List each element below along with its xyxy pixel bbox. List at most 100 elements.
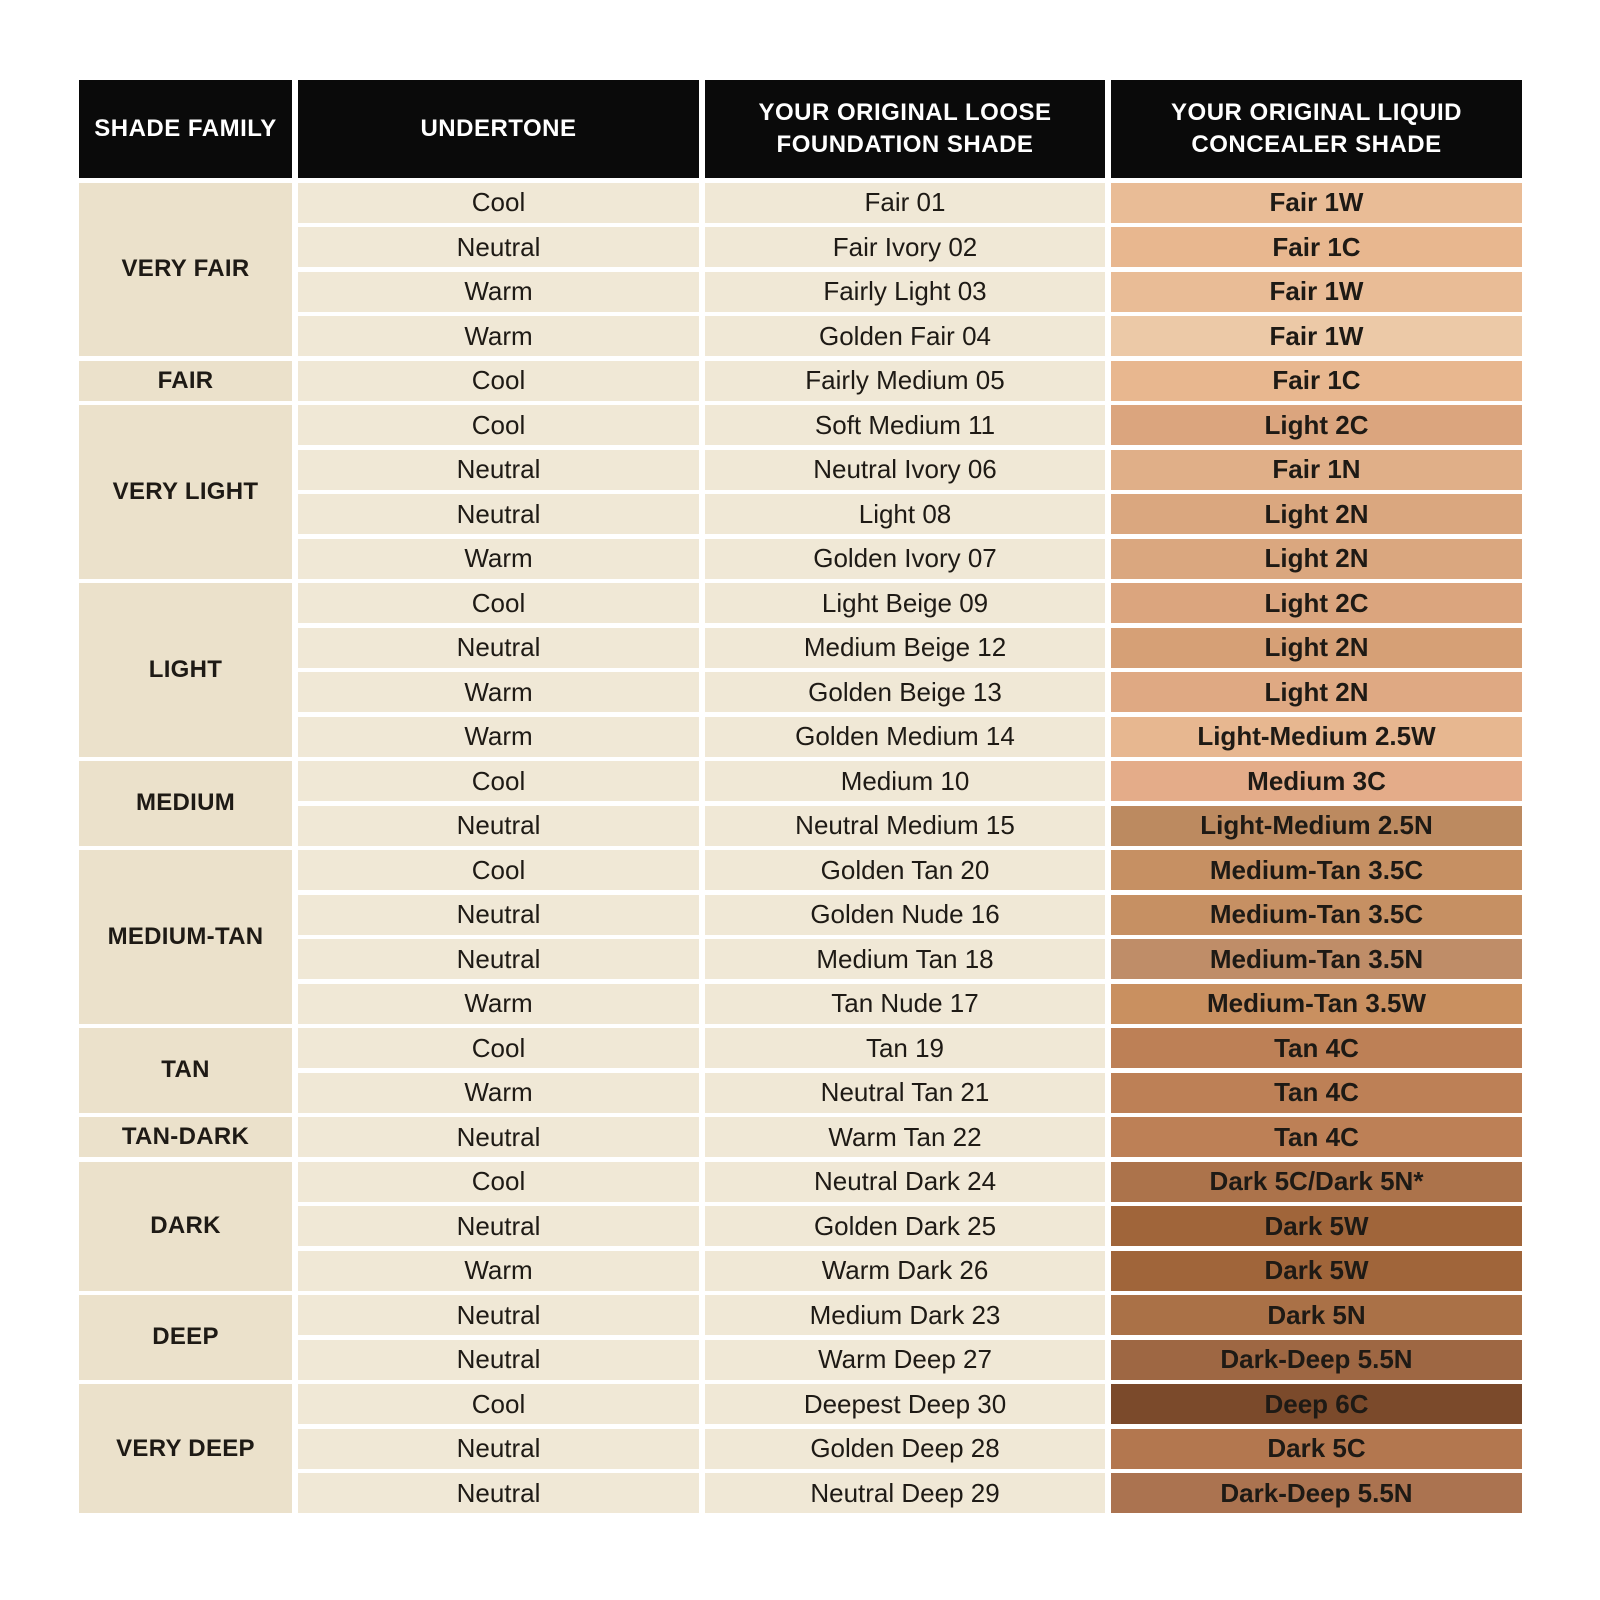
foundation-shade-cell: Golden Beige 13 bbox=[705, 672, 1105, 712]
undertone-cell: Cool bbox=[298, 1028, 699, 1068]
concealer-swatch-cell: Light 2N bbox=[1111, 538, 1522, 579]
undertone-cell: Neutral bbox=[298, 1428, 699, 1469]
header-loose-foundation: YOUR ORIGINAL LOOSE FOUNDATION SHADE bbox=[705, 80, 1105, 178]
foundation-shade-cell: Soft Medium 11 bbox=[705, 405, 1105, 445]
family-cell: MEDIUM-TAN bbox=[79, 850, 292, 1024]
concealer-swatch-cell: Light 2C bbox=[1111, 583, 1522, 623]
family-cell: VERY DEEP bbox=[79, 1384, 292, 1513]
foundation-shade-cell: Warm Tan 22 bbox=[705, 1117, 1105, 1157]
foundation-shade-cell: Warm Dark 26 bbox=[705, 1250, 1105, 1291]
undertone-cell: Cool bbox=[298, 1384, 699, 1424]
concealer-swatch-cell: Tan 4C bbox=[1111, 1072, 1522, 1113]
concealer-swatch-cell: Dark 5W bbox=[1111, 1250, 1522, 1291]
shade-chart-table: SHADE FAMILY UNDERTONE YOUR ORIGINAL LOO… bbox=[79, 80, 1522, 1513]
family-cell: MEDIUM bbox=[79, 761, 292, 846]
undertone-cell: Warm bbox=[298, 716, 699, 757]
foundation-shade-cell: Golden Tan 20 bbox=[705, 850, 1105, 890]
header-undertone: UNDERTONE bbox=[298, 80, 699, 178]
foundation-shade-cell: Medium 10 bbox=[705, 761, 1105, 801]
family-cell: DARK bbox=[79, 1161, 292, 1291]
concealer-swatch-cell: Fair 1C bbox=[1111, 360, 1522, 401]
undertone-cell: Neutral bbox=[298, 939, 699, 979]
family-cell: LIGHT bbox=[79, 583, 292, 757]
concealer-swatch-cell: Light-Medium 2.5N bbox=[1111, 805, 1522, 846]
concealer-swatch-cell: Light 2N bbox=[1111, 627, 1522, 668]
foundation-shade-cell: Medium Tan 18 bbox=[705, 939, 1105, 979]
undertone-cell: Cool bbox=[298, 182, 699, 223]
undertone-cell: Neutral bbox=[298, 1339, 699, 1380]
header-liquid-concealer: YOUR ORIGINAL LIQUID CONCEALER SHADE bbox=[1111, 80, 1522, 178]
foundation-shade-cell: Neutral Ivory 06 bbox=[705, 449, 1105, 490]
foundation-shade-cell: Golden Ivory 07 bbox=[705, 538, 1105, 579]
concealer-swatch-cell: Fair 1W bbox=[1111, 316, 1522, 356]
concealer-swatch-cell: Dark 5N bbox=[1111, 1295, 1522, 1335]
foundation-shade-cell: Golden Medium 14 bbox=[705, 716, 1105, 757]
concealer-swatch-cell: Light 2N bbox=[1111, 494, 1522, 534]
undertone-cell: Neutral bbox=[298, 627, 699, 668]
family-cell: TAN bbox=[79, 1028, 292, 1113]
concealer-swatch-cell: Medium 3C bbox=[1111, 761, 1522, 801]
concealer-swatch-cell: Deep 6C bbox=[1111, 1384, 1522, 1424]
foundation-shade-cell: Tan 19 bbox=[705, 1028, 1105, 1068]
family-cell: VERY FAIR bbox=[79, 182, 292, 356]
concealer-swatch-cell: Light-Medium 2.5W bbox=[1111, 716, 1522, 757]
undertone-cell: Warm bbox=[298, 316, 699, 356]
foundation-shade-cell: Golden Fair 04 bbox=[705, 316, 1105, 356]
undertone-cell: Neutral bbox=[298, 1473, 699, 1513]
family-cell: VERY LIGHT bbox=[79, 405, 292, 579]
undertone-cell: Cool bbox=[298, 1161, 699, 1202]
undertone-cell: Cool bbox=[298, 761, 699, 801]
undertone-cell: Neutral bbox=[298, 449, 699, 490]
foundation-shade-cell: Fair 01 bbox=[705, 182, 1105, 223]
undertone-cell: Neutral bbox=[298, 227, 699, 267]
concealer-swatch-cell: Fair 1N bbox=[1111, 449, 1522, 490]
header-shade-family: SHADE FAMILY bbox=[79, 80, 292, 178]
foundation-shade-cell: Golden Dark 25 bbox=[705, 1206, 1105, 1246]
concealer-swatch-cell: Tan 4C bbox=[1111, 1028, 1522, 1068]
concealer-swatch-cell: Fair 1W bbox=[1111, 182, 1522, 223]
concealer-swatch-cell: Fair 1C bbox=[1111, 227, 1522, 267]
undertone-cell: Warm bbox=[298, 672, 699, 712]
concealer-swatch-cell: Tan 4C bbox=[1111, 1117, 1522, 1157]
undertone-cell: Warm bbox=[298, 983, 699, 1024]
foundation-shade-cell: Light Beige 09 bbox=[705, 583, 1105, 623]
foundation-shade-cell: Medium Dark 23 bbox=[705, 1295, 1105, 1335]
undertone-cell: Cool bbox=[298, 405, 699, 445]
undertone-cell: Cool bbox=[298, 850, 699, 890]
foundation-shade-cell: Fairly Medium 05 bbox=[705, 360, 1105, 401]
concealer-swatch-cell: Medium-Tan 3.5C bbox=[1111, 894, 1522, 935]
undertone-cell: Neutral bbox=[298, 1295, 699, 1335]
family-cell: TAN-DARK bbox=[79, 1117, 292, 1157]
foundation-shade-cell: Light 08 bbox=[705, 494, 1105, 534]
concealer-swatch-cell: Dark 5C bbox=[1111, 1428, 1522, 1469]
foundation-shade-cell: Tan Nude 17 bbox=[705, 983, 1105, 1024]
undertone-cell: Warm bbox=[298, 1250, 699, 1291]
concealer-swatch-cell: Medium-Tan 3.5W bbox=[1111, 983, 1522, 1024]
foundation-shade-cell: Medium Beige 12 bbox=[705, 627, 1105, 668]
concealer-swatch-cell: Fair 1W bbox=[1111, 271, 1522, 312]
family-cell: FAIR bbox=[79, 360, 292, 401]
foundation-shade-cell: Neutral Deep 29 bbox=[705, 1473, 1105, 1513]
foundation-shade-cell: Neutral Medium 15 bbox=[705, 805, 1105, 846]
undertone-cell: Neutral bbox=[298, 805, 699, 846]
concealer-swatch-cell: Dark-Deep 5.5N bbox=[1111, 1473, 1522, 1513]
foundation-shade-cell: Deepest Deep 30 bbox=[705, 1384, 1105, 1424]
undertone-cell: Warm bbox=[298, 271, 699, 312]
undertone-cell: Neutral bbox=[298, 894, 699, 935]
undertone-cell: Neutral bbox=[298, 1117, 699, 1157]
foundation-shade-cell: Neutral Tan 21 bbox=[705, 1072, 1105, 1113]
concealer-swatch-cell: Medium-Tan 3.5C bbox=[1111, 850, 1522, 890]
foundation-shade-cell: Fair Ivory 02 bbox=[705, 227, 1105, 267]
foundation-shade-cell: Fairly Light 03 bbox=[705, 271, 1105, 312]
undertone-cell: Neutral bbox=[298, 1206, 699, 1246]
undertone-cell: Warm bbox=[298, 538, 699, 579]
family-cell: DEEP bbox=[79, 1295, 292, 1380]
concealer-swatch-cell: Medium-Tan 3.5N bbox=[1111, 939, 1522, 979]
foundation-shade-cell: Neutral Dark 24 bbox=[705, 1161, 1105, 1202]
undertone-cell: Cool bbox=[298, 583, 699, 623]
concealer-swatch-cell: Light 2C bbox=[1111, 405, 1522, 445]
undertone-cell: Warm bbox=[298, 1072, 699, 1113]
concealer-swatch-cell: Light 2N bbox=[1111, 672, 1522, 712]
foundation-shade-cell: Warm Deep 27 bbox=[705, 1339, 1105, 1380]
undertone-cell: Neutral bbox=[298, 494, 699, 534]
